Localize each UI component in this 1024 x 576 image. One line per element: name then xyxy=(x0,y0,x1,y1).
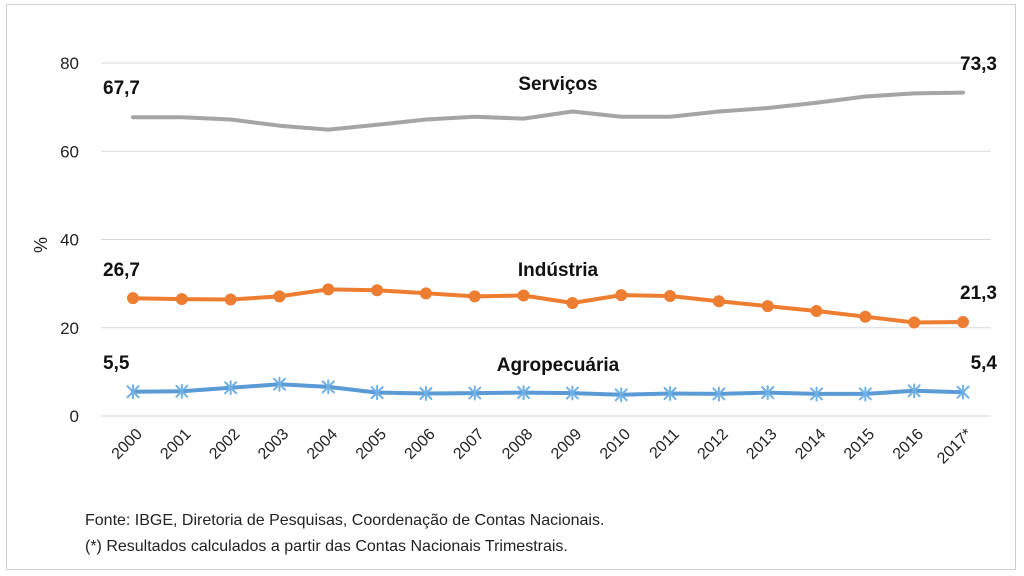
series-name-label: Indústria xyxy=(518,260,599,281)
data-point xyxy=(957,316,969,329)
x-tick-label: 2009 xyxy=(548,426,585,463)
data-point xyxy=(419,287,432,300)
end-value-label: 21,3 xyxy=(960,283,997,304)
data-point xyxy=(566,297,579,310)
data-point xyxy=(127,292,139,305)
x-tick-label: 2001 xyxy=(157,426,194,463)
data-point xyxy=(663,385,677,401)
data-point xyxy=(322,283,335,296)
data-point xyxy=(468,385,482,401)
series-line-2 xyxy=(131,382,965,397)
data-point xyxy=(615,289,628,302)
data-point xyxy=(712,386,726,402)
data-point xyxy=(810,304,823,317)
data-point xyxy=(517,289,530,302)
data-point xyxy=(810,386,824,402)
x-tick-label: 2007 xyxy=(450,426,487,463)
data-point xyxy=(565,385,579,401)
start-value-label: 5,5 xyxy=(103,353,130,374)
x-tick-label: 2014 xyxy=(792,426,829,463)
data-point xyxy=(614,387,628,403)
x-tick-label: 2006 xyxy=(402,426,439,463)
start-value-label: 26,7 xyxy=(103,260,140,281)
data-point xyxy=(907,383,921,399)
data-point xyxy=(224,380,238,396)
data-point xyxy=(761,385,775,401)
x-tick-label: 2002 xyxy=(206,426,243,463)
source-note: Fonte: IBGE, Diretoria de Pesquisas, Coo… xyxy=(85,512,605,529)
series-name-label: Serviços xyxy=(518,74,597,95)
x-tick-label: 2015 xyxy=(841,426,878,463)
data-point xyxy=(224,293,237,306)
x-tick-label: 2000 xyxy=(109,426,146,463)
data-point xyxy=(517,385,531,401)
series-line-0 xyxy=(131,90,965,132)
x-tick-label: 2011 xyxy=(647,426,683,462)
line-chart: 0 20 40 60 80% 2000 2001 2002 2003 2004 2005 2006 20… xyxy=(31,54,998,468)
data-point xyxy=(126,384,140,400)
end-value-label: 5,4 xyxy=(971,353,998,374)
data-point xyxy=(712,295,725,308)
y-tick-label: 60 xyxy=(60,142,79,161)
chart-frame: 0 20 40 60 80% 2000 2001 2002 2003 2004 2005 2006 20… xyxy=(6,4,1016,570)
data-point xyxy=(175,383,189,399)
data-point xyxy=(908,316,921,329)
data-point xyxy=(468,290,481,303)
y-tick-label: 80 xyxy=(60,54,79,73)
y-axis-label: % xyxy=(31,237,51,253)
series-name-label: Agropecuária xyxy=(497,355,620,376)
data-point xyxy=(371,284,384,297)
data-point xyxy=(956,384,970,400)
x-tick-label: 2010 xyxy=(597,426,634,463)
end-value-label: 73,3 xyxy=(960,54,997,75)
y-tick-label: 40 xyxy=(60,231,79,250)
data-point xyxy=(858,386,872,402)
x-tick-label: 2003 xyxy=(255,426,292,463)
data-point xyxy=(273,290,286,303)
y-tick-label: 0 xyxy=(70,407,79,426)
x-tick-label: 2017* xyxy=(934,426,976,468)
x-tick-label: 2004 xyxy=(304,426,341,463)
x-tick-label: 2008 xyxy=(499,426,536,463)
x-tick-label: 2013 xyxy=(743,426,780,463)
data-point xyxy=(419,385,433,401)
data-point xyxy=(175,293,188,306)
y-tick-label: 20 xyxy=(60,319,79,338)
series-line-1 xyxy=(131,287,965,325)
data-point xyxy=(321,379,335,395)
x-tick-label: 2012 xyxy=(695,426,732,463)
data-point xyxy=(272,376,286,392)
x-tick-label: 2016 xyxy=(890,426,927,463)
data-point xyxy=(664,289,677,302)
data-point xyxy=(859,310,872,323)
data-point xyxy=(761,300,774,313)
data-point xyxy=(370,385,384,401)
footnote: (*) Resultados calculados a partir das C… xyxy=(85,538,568,555)
x-tick-label: 2005 xyxy=(353,426,390,463)
start-value-label: 67,7 xyxy=(103,78,140,99)
